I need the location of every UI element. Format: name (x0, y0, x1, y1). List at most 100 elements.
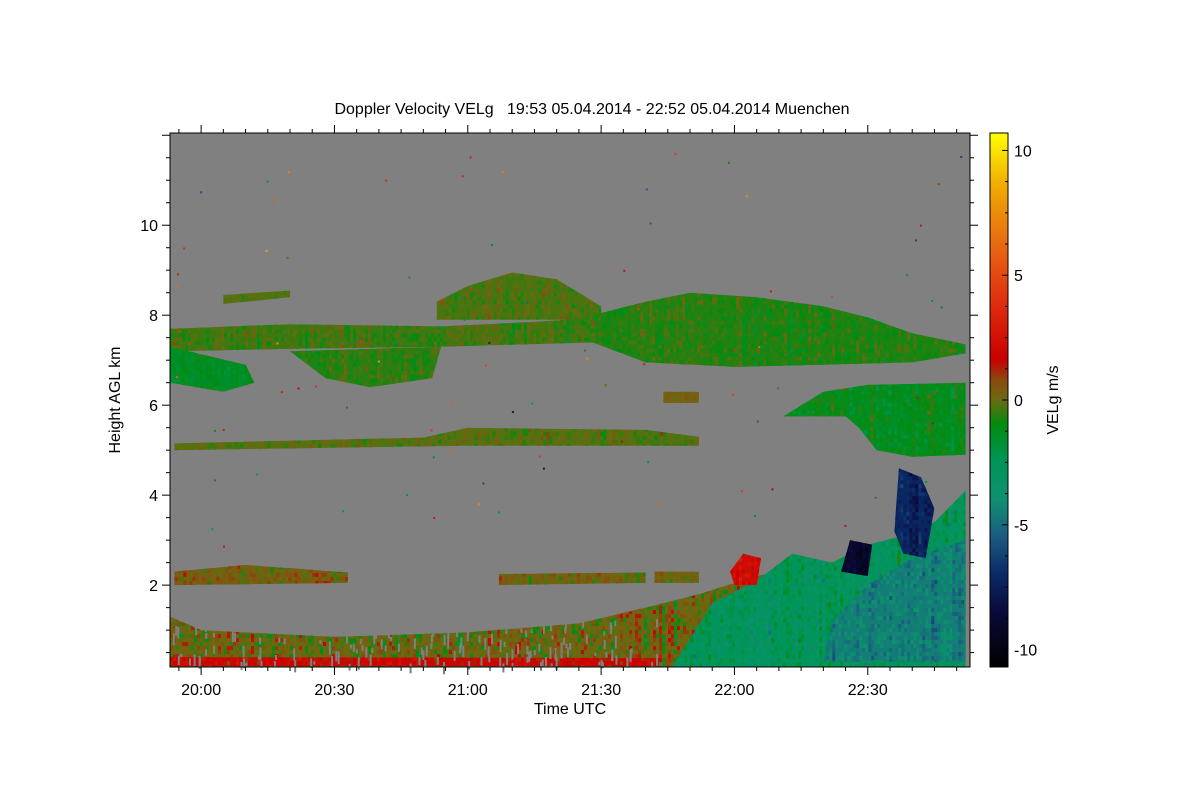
texture-cell (473, 642, 476, 647)
texture-cell (383, 642, 386, 647)
texture-cell (668, 622, 671, 627)
texture-cell (650, 630, 653, 635)
texture-cell (608, 654, 611, 659)
texture-cell (281, 646, 284, 651)
texture-cell (593, 638, 596, 643)
texture-cell (575, 622, 578, 627)
texture-cell (503, 634, 506, 639)
texture-cell (710, 598, 713, 603)
texture-cell (644, 646, 647, 651)
texture-cell (401, 646, 404, 651)
texture-cell (377, 642, 380, 647)
texture-cell (275, 638, 278, 643)
texture-cell (671, 634, 674, 639)
texture-cell (704, 590, 707, 595)
texture-cell (554, 634, 557, 639)
texture-cell (506, 638, 509, 643)
texture-cell (512, 646, 515, 651)
texture-cell (173, 630, 176, 635)
texture-cell (218, 654, 221, 659)
texture-cell (236, 650, 239, 655)
texture-cell (635, 610, 638, 615)
texture-cell (317, 654, 320, 659)
texture-cell (680, 618, 683, 623)
texture-cell (683, 602, 686, 607)
texture-cell (473, 646, 476, 651)
texture-cell (290, 646, 293, 651)
texture-cell (221, 646, 224, 651)
texture-cell (617, 650, 620, 655)
texture-cell (413, 634, 416, 639)
texture-cell (692, 626, 695, 631)
texture-cell (581, 630, 584, 635)
texture-cell (347, 638, 350, 643)
texture-cell (377, 654, 380, 659)
texture-cell (233, 630, 236, 635)
texture-cell (416, 646, 419, 651)
texture-cell (542, 654, 545, 659)
texture-cell (425, 642, 428, 647)
texture-cell (695, 594, 698, 599)
texture-cell (395, 654, 398, 659)
texture-cell (353, 650, 356, 655)
texture-cell (662, 610, 665, 615)
texture-cell (461, 638, 464, 643)
texture-cell (584, 626, 587, 631)
texture-cell (311, 650, 314, 655)
texture-cell (236, 654, 239, 659)
texture-cell (665, 662, 668, 667)
texture-cell (215, 638, 218, 643)
texture-cell (668, 638, 671, 643)
texture-cell (215, 634, 218, 639)
texture-cell (275, 634, 278, 639)
texture-cell (614, 626, 617, 631)
texture-cell (311, 642, 314, 647)
texture-cell (350, 642, 353, 647)
texture-cell (221, 630, 224, 635)
texture-cell (398, 650, 401, 655)
texture-cell (449, 650, 452, 655)
texture-cell (518, 642, 521, 647)
texture-cell (224, 646, 227, 651)
texture-cell (515, 630, 518, 635)
texture-cell (605, 646, 608, 651)
texture-cell (278, 650, 281, 655)
texture-cell (647, 642, 650, 647)
texture-cell (215, 650, 218, 655)
texture-cell (368, 654, 371, 659)
texture-cell (197, 638, 200, 643)
texture-cell (302, 654, 305, 659)
texture-cell (227, 650, 230, 655)
texture-cell (203, 638, 206, 643)
texture-cell (431, 646, 434, 651)
texture-cell (407, 638, 410, 643)
texture-cell (671, 602, 674, 607)
texture-cell (332, 654, 335, 659)
texture-cell (620, 646, 623, 651)
texture-cell (587, 642, 590, 647)
texture-cell (701, 598, 704, 603)
texture-cell (545, 626, 548, 631)
texture-cell (449, 638, 452, 643)
texture-cell (365, 638, 368, 643)
texture-cell (485, 642, 488, 647)
texture-cell (482, 634, 485, 639)
texture-cell (584, 638, 587, 643)
texture-cell (185, 622, 188, 627)
texture-cell (497, 642, 500, 647)
texture-cell (341, 646, 344, 651)
texture-cell (401, 634, 404, 639)
texture-cell (302, 634, 305, 639)
texture-cell (662, 646, 665, 651)
texture-cell (698, 602, 701, 607)
texture-cell (644, 634, 647, 639)
texture-cell (269, 654, 272, 659)
texture-cell (620, 630, 623, 635)
texture-cell (509, 642, 512, 647)
texture-cell (278, 654, 281, 659)
texture-cell (233, 642, 236, 647)
texture-cell (608, 622, 611, 627)
texture-cell (170, 646, 173, 651)
texture-cell (179, 638, 182, 643)
